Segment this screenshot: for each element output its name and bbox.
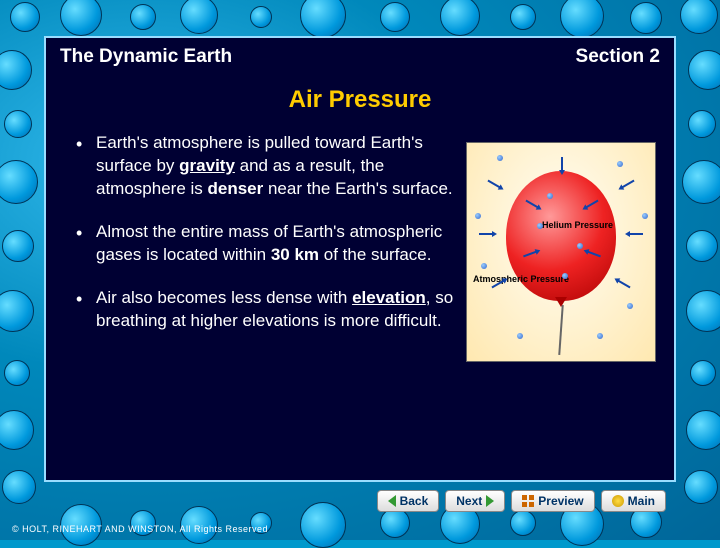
next-button[interactable]: Next (445, 490, 505, 512)
nav-bar: Back Next Preview Main (377, 490, 666, 512)
balloon-diagram: Helium Pressure Atmospheric Pressure (466, 142, 656, 362)
star-icon (612, 495, 624, 507)
nav-label: Next (456, 494, 482, 508)
grid-icon (522, 495, 534, 507)
bullet-item: Air also becomes less dense with elevati… (76, 287, 456, 333)
header-bar: The Dynamic Earth Section 2 (46, 38, 674, 72)
chevron-left-icon (388, 495, 396, 507)
slide-frame: The Dynamic Earth Section 2 Air Pressure… (0, 0, 720, 540)
label-helium-pressure: Helium Pressure (542, 221, 613, 230)
chevron-right-icon (486, 495, 494, 507)
back-button[interactable]: Back (377, 490, 440, 512)
nav-label: Main (628, 494, 655, 508)
slide-title: Air Pressure (46, 86, 674, 114)
nav-label: Back (400, 494, 429, 508)
bullet-list: Earth's atmosphere is pulled toward Eart… (76, 132, 456, 362)
body-row: Earth's atmosphere is pulled toward Eart… (46, 132, 674, 362)
preview-button[interactable]: Preview (511, 490, 594, 512)
label-atmospheric-pressure: Atmospheric Pressure (473, 275, 569, 284)
content-panel: The Dynamic Earth Section 2 Air Pressure… (44, 36, 676, 482)
bullet-item: Earth's atmosphere is pulled toward Eart… (76, 132, 456, 201)
nav-label: Preview (538, 494, 583, 508)
main-button[interactable]: Main (601, 490, 666, 512)
copyright-text: © HOLT, RINEHART AND WINSTON, All Rights… (12, 524, 268, 534)
header-right: Section 2 (576, 46, 660, 68)
bullet-item: Almost the entire mass of Earth's atmosp… (76, 221, 456, 267)
header-left: The Dynamic Earth (60, 46, 232, 68)
